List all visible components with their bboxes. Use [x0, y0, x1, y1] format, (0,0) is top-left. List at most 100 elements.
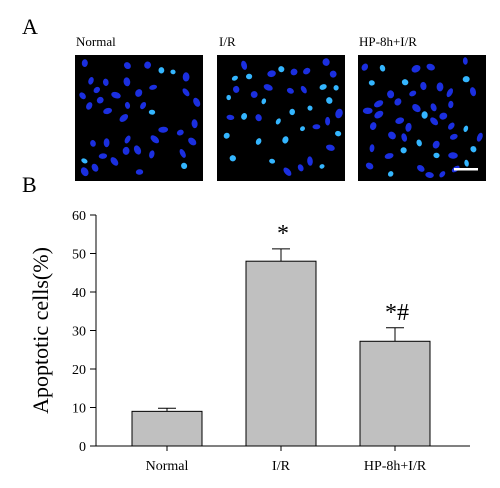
nucleus [361, 63, 369, 71]
nucleus [411, 65, 421, 73]
image-label-hp8h-ir: HP-8h+I/R [359, 34, 417, 49]
micrograph-normal-svg [79, 59, 201, 177]
nucleus [123, 62, 131, 70]
nucleus [401, 133, 408, 142]
apoptotic-nucleus [463, 125, 469, 133]
y-tick-label: 0 [79, 440, 86, 455]
nucleus [91, 163, 99, 172]
nucleus [255, 114, 262, 122]
nucleus [420, 81, 427, 91]
apoptotic-nucleus [401, 79, 409, 86]
apoptotic-nucleus [261, 98, 267, 105]
nucleus [250, 91, 258, 98]
nucleus [140, 102, 147, 110]
nucleus [387, 90, 395, 99]
apoptotic-nucleus [319, 164, 325, 169]
nucleus [446, 88, 454, 98]
nucleus [430, 103, 437, 112]
nucleus [267, 70, 276, 78]
apoptotic-nucleus [421, 111, 428, 119]
nucleus [176, 129, 184, 136]
nucleus [297, 164, 304, 172]
nucleus [374, 110, 384, 119]
bar [359, 340, 431, 447]
nucleus [448, 100, 454, 109]
bar [245, 260, 317, 447]
apoptotic-nucleus [148, 109, 156, 115]
nucleus [110, 157, 119, 166]
nucleus [286, 87, 294, 94]
nucleus [405, 122, 412, 132]
nucleus [191, 119, 198, 129]
nucleus [312, 124, 321, 130]
y-tick-label: 30 [72, 325, 86, 340]
nucleus [111, 91, 121, 99]
nucleus [388, 131, 396, 140]
nucleus [374, 100, 384, 108]
micrograph-ir-svg [223, 58, 343, 176]
nucleus [384, 153, 394, 159]
nucleus [307, 156, 313, 166]
nucleus [135, 89, 143, 97]
panel-a-letter: A [22, 14, 38, 39]
nucleus [124, 101, 131, 109]
apoptotic-nucleus [81, 158, 88, 164]
y-tick-label: 60 [72, 209, 86, 224]
nucleus [303, 67, 311, 75]
apoptotic-nucleus [379, 64, 386, 72]
apoptotic-nucleus [326, 97, 333, 104]
nucleus [469, 87, 477, 97]
nucleus [150, 135, 160, 144]
y-tick-label: 10 [72, 402, 86, 417]
panel-b-letter: B [22, 172, 37, 197]
apoptotic-nucleus [470, 146, 477, 153]
nucleus [102, 78, 109, 86]
nucleus [449, 133, 458, 140]
apoptotic-nucleus [231, 75, 238, 81]
apoptotic-nucleus [282, 136, 289, 144]
nucleus [93, 86, 101, 94]
nucleus [98, 153, 108, 159]
x-tick-label: HP-8h+I/R [364, 459, 427, 474]
nucleus [365, 162, 374, 170]
apoptotic-nucleus [387, 171, 394, 177]
image-label-ir: I/R [219, 34, 236, 49]
nucleus [144, 61, 152, 69]
nucleus [448, 122, 455, 130]
nucleus [188, 137, 197, 146]
nucleus [119, 114, 129, 122]
nucleus [430, 117, 439, 126]
apoptotic-nucleus [319, 84, 327, 90]
apoptotic-nucleus [255, 138, 262, 145]
y-axis-label: Apoptotic cells(%) [28, 247, 53, 414]
nucleus [124, 135, 131, 144]
nucleus [103, 138, 110, 148]
nucleus [149, 150, 155, 159]
image-label-normal: Normal [76, 34, 116, 49]
nucleus [417, 164, 425, 172]
micrograph-normal [75, 55, 203, 181]
nucleus [439, 112, 448, 120]
apoptotic-nucleus [246, 73, 253, 80]
nucleus [362, 107, 373, 115]
nucleus [90, 140, 96, 147]
nucleus [241, 60, 248, 70]
nucleus [335, 108, 343, 119]
significance-label: * [277, 221, 289, 247]
bar [131, 410, 203, 447]
nucleus [439, 171, 446, 178]
nucleus [325, 116, 331, 126]
nucleus [182, 88, 190, 97]
apoptotic-nucleus [241, 113, 248, 120]
micrograph-hp8h-ir [358, 55, 486, 181]
nucleus [123, 77, 131, 87]
micrograph-ir [217, 55, 345, 181]
nucleus [263, 84, 273, 91]
nucleus [81, 59, 88, 67]
nucleus [322, 58, 330, 66]
nucleus [425, 172, 434, 178]
nucleus [103, 107, 113, 115]
nucleus [448, 152, 458, 159]
